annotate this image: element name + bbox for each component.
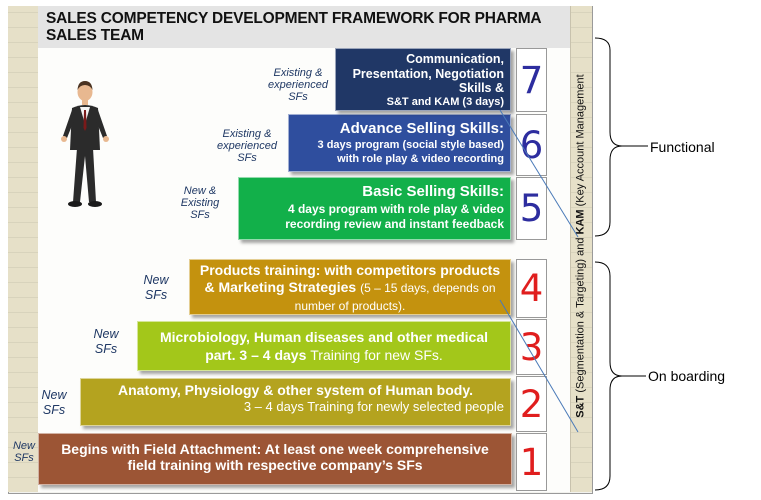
step-1-box: Begins with Field Attachment: At least o… bbox=[38, 433, 512, 485]
step-1-number: 1 bbox=[516, 433, 547, 491]
step-4-heading: Products training: with competitors prod… bbox=[199, 262, 501, 313]
step-5-heading: Basic Selling Skills: bbox=[362, 183, 504, 200]
step-3-audience: New SFs bbox=[93, 327, 119, 356]
page-title: SALES COMPETENCY DEVELOPMENT FRAMEWORK F… bbox=[46, 10, 541, 44]
step-2-box: Anatomy, Physiology & other system of Hu… bbox=[80, 378, 511, 426]
step-6-box: Advance Selling Skills: 3 days program (… bbox=[288, 114, 511, 172]
step-2-body: 3 – 4 days Training for newly selected p… bbox=[243, 399, 504, 414]
step-5-body: 4 days program with role play & video re… bbox=[285, 202, 504, 231]
step-6-body: 3 days program (social style based) with… bbox=[317, 139, 504, 165]
title-bar bbox=[38, 6, 570, 49]
left-pillar bbox=[8, 6, 39, 492]
step-7-box: Communication, Presentation, Negotiation… bbox=[335, 48, 511, 111]
vertical-label: S&T (Segmentation & Targeting) and KAM (… bbox=[575, 74, 588, 418]
step-2-heading: Anatomy, Physiology & other system of Hu… bbox=[118, 382, 473, 398]
step-1-heading: Begins with Field Attachment: At least o… bbox=[61, 441, 489, 473]
step-7-body: S&T and KAM (3 days) bbox=[386, 95, 504, 108]
functional-label: Functional bbox=[650, 139, 715, 155]
step-6-heading: Advance Selling Skills: bbox=[339, 120, 504, 137]
step-6-number: 6 bbox=[516, 114, 547, 176]
step-4-audience: New SFs bbox=[143, 273, 169, 302]
step-5-audience: New & Existing SFs bbox=[180, 185, 220, 221]
step-2-audience: New SFs bbox=[41, 388, 67, 417]
step-7-heading: Communication, Presentation, Negotiation… bbox=[352, 52, 504, 95]
on-boarding-label: On boarding bbox=[648, 368, 726, 384]
step-7-audience: Existing & experienced SFs bbox=[268, 67, 328, 103]
step-7-number: 7 bbox=[516, 48, 547, 112]
step-3-number: 3 bbox=[516, 319, 547, 375]
step-5-box: Basic Selling Skills: 4 days program wit… bbox=[238, 177, 511, 240]
step-1-audience: New SFs bbox=[12, 440, 35, 464]
step-3-box: Microbiology, Human diseases and other m… bbox=[137, 321, 511, 371]
step-6-audience: Existing & experienced SFs bbox=[217, 128, 277, 164]
step-3-heading: Microbiology, Human diseases and other m… bbox=[159, 329, 489, 363]
step-5-number: 5 bbox=[516, 177, 547, 240]
step-2-number: 2 bbox=[516, 376, 547, 432]
step-4-number: 4 bbox=[516, 259, 547, 318]
step-4-box: Products training: with competitors prod… bbox=[189, 259, 511, 315]
